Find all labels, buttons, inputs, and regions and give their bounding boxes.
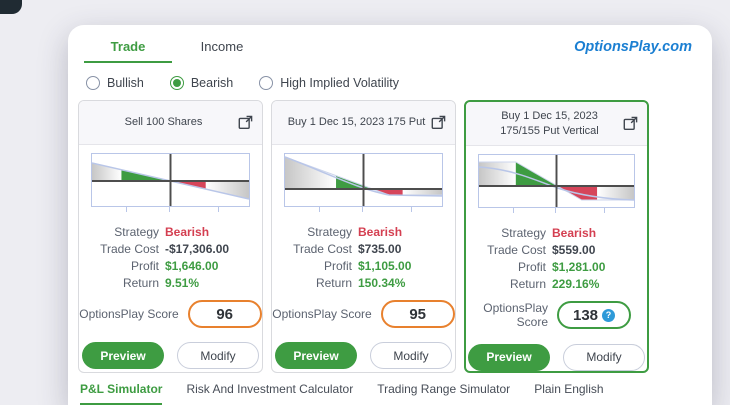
preview-button[interactable]: Preview (468, 343, 550, 371)
tab-risk-and-investment-calculator[interactable]: Risk And Investment Calculator (186, 382, 354, 396)
chart-axis-ticks (478, 208, 635, 214)
score-label: OptionsPlay Score (483, 301, 548, 330)
profit-value: $1,105.00 (358, 259, 412, 273)
card-title: Sell 100 Shares (124, 116, 203, 129)
radio-bullish-label: Bullish (107, 76, 144, 90)
top-bar: Trade Income OptionsPlay.com (68, 25, 712, 63)
expand-icon[interactable] (238, 115, 253, 130)
strategy-label: Strategy (307, 225, 352, 239)
score-value: 96 (216, 305, 234, 323)
bottom-tab-bar: P&L Simulator Risk And Investment Calcul… (68, 382, 712, 405)
radio-bearish[interactable]: Bearish (169, 76, 234, 90)
score-badge: 138 ? (557, 301, 631, 330)
preview-button[interactable]: Preview (82, 342, 164, 369)
radio-icon (86, 76, 100, 90)
radio-icon (259, 76, 274, 90)
return-label: Return (122, 276, 159, 290)
trade-cost-label: Trade Cost (487, 243, 546, 257)
payoff-chart-short-stock (91, 153, 250, 213)
expand-icon[interactable] (623, 116, 638, 131)
radio-checked-icon (169, 76, 184, 90)
score-badge: 95 (380, 300, 455, 328)
trade-cost-value: $735.00 (358, 242, 402, 256)
strategy-value: Bearish (358, 225, 403, 239)
tab-pl-simulator[interactable]: P&L Simulator (80, 382, 163, 405)
tab-trade[interactable]: Trade (84, 39, 172, 63)
profit-value: $1,646.00 (165, 259, 219, 273)
profit-value: $1,281.00 (552, 260, 606, 274)
score-value: 95 (409, 305, 427, 323)
main-panel: Trade Income OptionsPlay.com Bullish Bea… (68, 25, 712, 405)
card-actions: Preview Modify (79, 342, 262, 369)
strategy-stats: Strategy Bearish Trade Cost $559.00 Prof… (466, 226, 647, 291)
payoff-chart-put-vertical (478, 154, 635, 214)
window-corner (0, 0, 22, 14)
score-row: OptionsPlay Score 95 (272, 300, 455, 328)
card-title: Buy 1 Dec 15, 2023 175/155 Put Vertical (500, 110, 599, 137)
strategy-card-put-vertical[interactable]: Buy 1 Dec 15, 2023 175/155 Put Vertical (464, 100, 649, 373)
trade-cost-value: $559.00 (552, 243, 596, 257)
modify-button[interactable]: Modify (177, 342, 259, 369)
trade-cost-value: -$17,306.00 (165, 242, 230, 256)
brand-logo: OptionsPlay.com (574, 39, 692, 55)
payoff-chart-long-put (284, 153, 443, 213)
strategy-label: Strategy (114, 225, 159, 239)
radio-high-implied-volatility[interactable]: High Implied Volatility (259, 76, 399, 90)
card-actions: Preview Modify (272, 342, 455, 369)
trade-cost-label: Trade Cost (293, 242, 352, 256)
modify-button[interactable]: Modify (563, 343, 645, 371)
card-title: Buy 1 Dec 15, 2023 175 Put (287, 116, 426, 129)
preview-button[interactable]: Preview (275, 342, 357, 369)
card-header: Sell 100 Shares (79, 101, 262, 145)
radio-bearish-label: Bearish (190, 76, 234, 90)
trade-cost-label: Trade Cost (100, 242, 159, 256)
strategy-stats: Strategy Bearish Trade Cost -$17,306.00 … (79, 225, 262, 290)
strategy-value: Bearish (552, 226, 597, 240)
return-label: Return (315, 276, 352, 290)
card-header: Buy 1 Dec 15, 2023 175 Put (272, 101, 455, 145)
modify-button[interactable]: Modify (370, 342, 452, 369)
score-label: OptionsPlay Score (79, 306, 179, 321)
strategy-card-long-put[interactable]: Buy 1 Dec 15, 2023 175 Put (271, 100, 456, 373)
tab-trading-range-simulator[interactable]: Trading Range Simulator (377, 382, 511, 396)
profit-label: Profit (130, 259, 159, 273)
score-label: OptionsPlay Score (272, 306, 372, 321)
return-value: 150.34% (358, 276, 406, 290)
return-label: Return (509, 277, 546, 291)
radio-bullish[interactable]: Bullish (86, 76, 144, 90)
score-row: OptionsPlay Score 96 (79, 300, 262, 328)
radio-high-iv-label: High Implied Volatility (280, 76, 400, 90)
strategy-value: Bearish (165, 225, 210, 239)
profit-label: Profit (323, 259, 352, 273)
score-badge: 96 (187, 300, 262, 328)
strategy-cards: Sell 100 Shares (68, 100, 712, 373)
help-icon[interactable]: ? (602, 308, 616, 322)
card-header: Buy 1 Dec 15, 2023 175/155 Put Vertical (466, 102, 647, 146)
tab-income[interactable]: Income (200, 39, 244, 54)
strategy-card-sell-shares[interactable]: Sell 100 Shares (78, 100, 263, 373)
return-value: 229.16% (552, 277, 600, 291)
card-actions: Preview Modify (466, 343, 647, 371)
strategy-label: Strategy (501, 226, 546, 240)
sentiment-filter-row: Bullish Bearish High Implied Volatility (68, 63, 712, 100)
strategy-stats: Strategy Bearish Trade Cost $735.00 Prof… (272, 225, 455, 290)
return-value: 9.51% (165, 276, 200, 290)
tab-plain-english[interactable]: Plain English (534, 382, 604, 396)
score-row: OptionsPlay Score 138 ? (466, 301, 647, 330)
expand-icon[interactable] (431, 115, 446, 130)
chart-axis-ticks (284, 207, 443, 213)
top-tabs: Trade Income (84, 39, 696, 63)
profit-label: Profit (517, 260, 546, 274)
chart-axis-ticks (91, 207, 250, 213)
score-value: 138 (572, 306, 599, 324)
